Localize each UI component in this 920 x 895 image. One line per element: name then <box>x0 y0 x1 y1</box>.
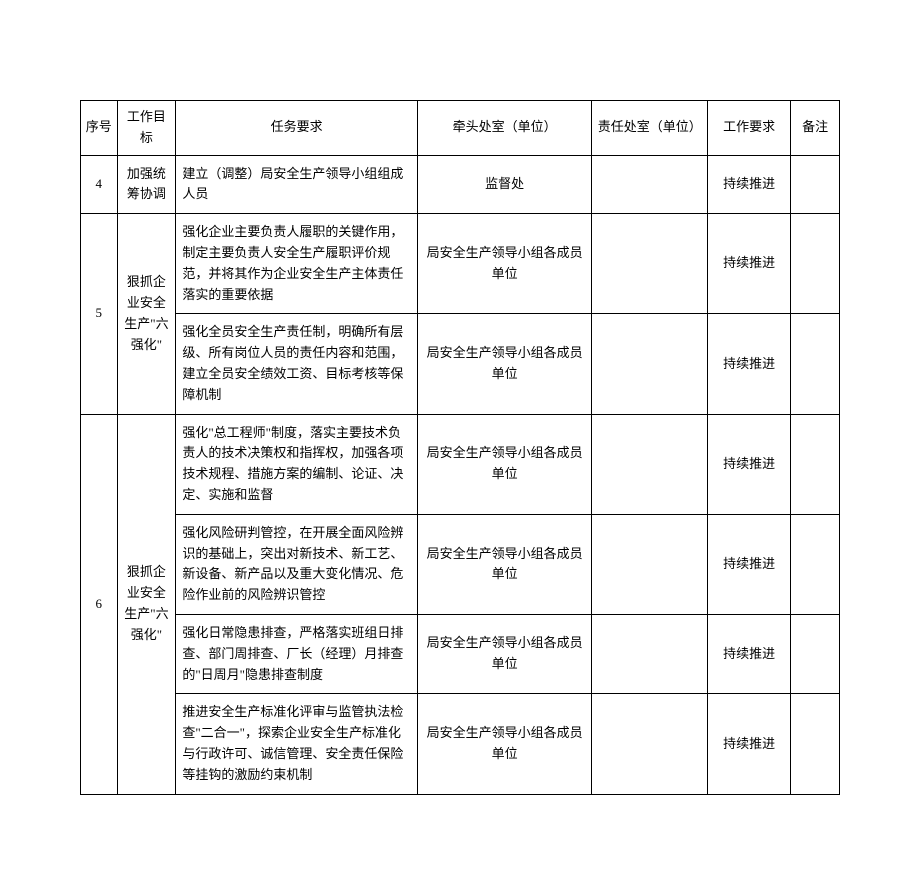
cell-task: 强化日常隐患排查，严格落实班组日排查、部门周排查、厂长（经理）月排查的"日周月"… <box>176 614 418 693</box>
cell-goal: 狠抓企业安全生产"六强化" <box>117 214 176 414</box>
cell-note <box>791 614 840 693</box>
cell-req: 持续推进 <box>708 414 791 514</box>
cell-seq: 6 <box>81 414 118 794</box>
cell-note <box>791 514 840 614</box>
cell-resp <box>592 614 708 693</box>
cell-resp <box>592 414 708 514</box>
cell-req: 持续推进 <box>708 514 791 614</box>
cell-goal: 加强统筹协调 <box>117 155 176 214</box>
cell-goal: 狠抓企业安全生产"六强化" <box>117 414 176 794</box>
header-goal: 工作目标 <box>117 101 176 156</box>
cell-req: 持续推进 <box>708 314 791 414</box>
table-row: 5 狠抓企业安全生产"六强化" 强化企业主要负责人履职的关键作用，制定主要负责人… <box>81 214 840 314</box>
cell-resp <box>592 694 708 794</box>
cell-lead: 监督处 <box>417 155 592 214</box>
cell-resp <box>592 514 708 614</box>
task-table: 序号 工作目标 任务要求 牵头处室（单位） 责任处室（单位） 工作要求 备注 4… <box>80 100 840 795</box>
cell-seq: 4 <box>81 155 118 214</box>
cell-seq: 5 <box>81 214 118 414</box>
cell-resp <box>592 214 708 314</box>
cell-note <box>791 694 840 794</box>
table-row: 强化风险研判管控，在开展全面风险辨识的基础上，突出对新技术、新工艺、新设备、新产… <box>81 514 840 614</box>
table-row: 强化全员安全生产责任制，明确所有层级、所有岗位人员的责任内容和范围，建立全员安全… <box>81 314 840 414</box>
header-seq: 序号 <box>81 101 118 156</box>
header-resp: 责任处室（单位） <box>592 101 708 156</box>
header-lead: 牵头处室（单位） <box>417 101 592 156</box>
cell-lead: 局安全生产领导小组各成员单位 <box>417 314 592 414</box>
cell-note <box>791 414 840 514</box>
cell-lead: 局安全生产领导小组各成员单位 <box>417 214 592 314</box>
cell-task: 强化全员安全生产责任制，明确所有层级、所有岗位人员的责任内容和范围，建立全员安全… <box>176 314 418 414</box>
cell-note <box>791 155 840 214</box>
cell-lead: 局安全生产领导小组各成员单位 <box>417 514 592 614</box>
cell-lead: 局安全生产领导小组各成员单位 <box>417 614 592 693</box>
cell-lead: 局安全生产领导小组各成员单位 <box>417 694 592 794</box>
table-row: 6 狠抓企业安全生产"六强化" 强化"总工程师"制度，落实主要技术负责人的技术决… <box>81 414 840 514</box>
cell-note <box>791 214 840 314</box>
cell-task: 强化企业主要负责人履职的关键作用，制定主要负责人安全生产履职评价规范，并将其作为… <box>176 214 418 314</box>
cell-req: 持续推进 <box>708 694 791 794</box>
table-header-row: 序号 工作目标 任务要求 牵头处室（单位） 责任处室（单位） 工作要求 备注 <box>81 101 840 156</box>
cell-task: 强化"总工程师"制度，落实主要技术负责人的技术决策权和指挥权，加强各项技术规程、… <box>176 414 418 514</box>
header-note: 备注 <box>791 101 840 156</box>
cell-task: 强化风险研判管控，在开展全面风险辨识的基础上，突出对新技术、新工艺、新设备、新产… <box>176 514 418 614</box>
cell-task: 建立（调整）局安全生产领导小组组成人员 <box>176 155 418 214</box>
cell-lead: 局安全生产领导小组各成员单位 <box>417 414 592 514</box>
cell-req: 持续推进 <box>708 614 791 693</box>
header-task: 任务要求 <box>176 101 418 156</box>
cell-note <box>791 314 840 414</box>
cell-task: 推进安全生产标准化评审与监管执法检查"二合一"，探索企业安全生产标准化与行政许可… <box>176 694 418 794</box>
cell-resp <box>592 314 708 414</box>
cell-req: 持续推进 <box>708 214 791 314</box>
table-row: 强化日常隐患排查，严格落实班组日排查、部门周排查、厂长（经理）月排查的"日周月"… <box>81 614 840 693</box>
table-row: 推进安全生产标准化评审与监管执法检查"二合一"，探索企业安全生产标准化与行政许可… <box>81 694 840 794</box>
cell-resp <box>592 155 708 214</box>
header-req: 工作要求 <box>708 101 791 156</box>
cell-req: 持续推进 <box>708 155 791 214</box>
table-row: 4 加强统筹协调 建立（调整）局安全生产领导小组组成人员 监督处 持续推进 <box>81 155 840 214</box>
